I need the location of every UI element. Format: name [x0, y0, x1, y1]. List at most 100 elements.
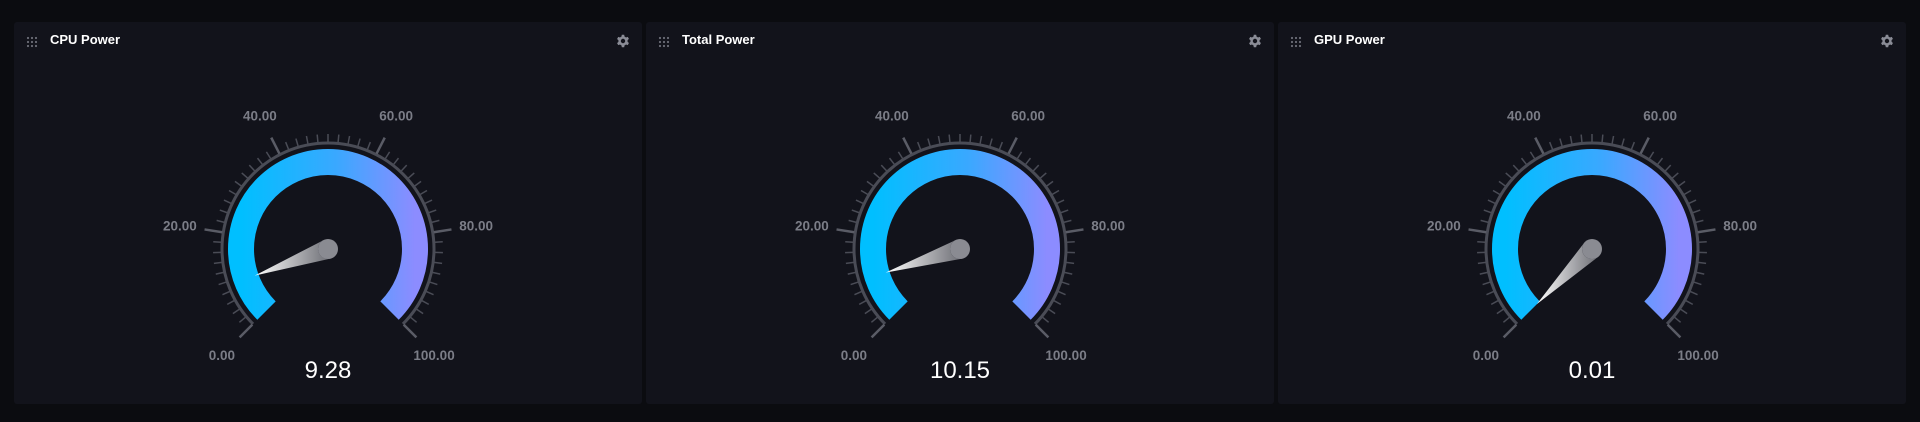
- gauge-minor-tick: [855, 199, 864, 205]
- gauge-minor-tick: [1512, 164, 1520, 172]
- gauge-tick-label: 60.00: [1011, 108, 1045, 123]
- gauge-minor-tick: [295, 138, 299, 147]
- gauge-minor-tick: [384, 151, 391, 160]
- gauge-minor-tick: [1496, 308, 1504, 315]
- gauge-minor-tick: [1492, 189, 1501, 196]
- gauge-value: 9.28: [304, 357, 352, 384]
- gauge-minor-tick: [1698, 241, 1707, 244]
- gear-icon[interactable]: [1247, 33, 1263, 49]
- gauge-minor-tick: [1066, 261, 1075, 265]
- gauge-minor-tick: [228, 189, 237, 196]
- gauge-minor-tick: [219, 209, 228, 214]
- gauge-minor-tick: [848, 219, 857, 224]
- gauge-band: [860, 149, 1060, 320]
- panel-header: CPU Power: [14, 22, 642, 58]
- gauge-minor-tick: [1056, 199, 1065, 205]
- gauge-minor-tick: [357, 138, 361, 147]
- gauge-minor-tick: [989, 138, 993, 147]
- drag-handle-icon[interactable]: [658, 36, 670, 48]
- gauge-minor-tick: [1016, 151, 1023, 160]
- gauge-major-tick: [1534, 137, 1545, 155]
- gauge-minor-tick: [419, 189, 428, 196]
- gear-icon[interactable]: [615, 33, 631, 49]
- gauge-minor-tick: [1066, 241, 1075, 244]
- gauge-ring: [1484, 141, 1700, 326]
- gauge-minor-tick: [337, 134, 340, 143]
- gauge-needle: [254, 239, 332, 276]
- gauge-major-tick: [1468, 228, 1487, 234]
- gauge-minor-tick: [238, 316, 247, 323]
- gauge-major-tick: [270, 137, 281, 155]
- gauge-minor-tick: [1046, 180, 1054, 187]
- gauge-minor-tick: [1024, 157, 1032, 165]
- gauge-major-tick: [1639, 137, 1650, 155]
- gauge-minor-tick: [897, 151, 904, 160]
- gauge-minor-tick: [232, 308, 240, 315]
- gauge-minor-tick: [845, 241, 854, 244]
- gauge-minor-tick: [845, 261, 854, 265]
- gauge-minor-tick: [1064, 271, 1073, 275]
- gauge-minor-tick: [1611, 135, 1615, 145]
- gauge-ring: [852, 141, 1068, 326]
- gauge-major-tick: [836, 228, 855, 234]
- gauge-major-tick: [204, 228, 223, 234]
- gauge-minor-tick: [409, 316, 418, 323]
- gauge-minor-tick: [414, 180, 422, 187]
- gauge-minor-tick: [223, 199, 232, 205]
- panel-header: Total Power: [646, 22, 1274, 58]
- gauge-minor-tick: [421, 299, 430, 306]
- gauge-minor-tick: [1502, 316, 1511, 323]
- gauge-tick-label: 60.00: [379, 108, 413, 123]
- gauge-minor-tick: [216, 219, 225, 224]
- gauge-band: [1492, 149, 1692, 320]
- gauge-major-tick: [1502, 323, 1518, 339]
- gauge-minor-tick: [1601, 134, 1604, 143]
- gauge-needle: [885, 239, 964, 273]
- gauge-minor-tick: [407, 172, 415, 179]
- gauge-minor-tick: [1048, 308, 1056, 315]
- gauge-minor-tick: [866, 180, 874, 187]
- gauge-minor-tick: [248, 164, 256, 172]
- gauge-minor-tick: [864, 308, 872, 315]
- gauge-minor-tick: [425, 290, 434, 296]
- gauge-minor-tick: [316, 134, 319, 143]
- gauge-value: 0.01: [1568, 357, 1616, 384]
- drag-handle-icon[interactable]: [26, 36, 38, 48]
- gauge-value: 10.15: [929, 357, 991, 384]
- gauge-minor-tick: [265, 151, 272, 160]
- gauge-major-tick: [1666, 323, 1682, 339]
- gauge-major-tick: [1065, 228, 1084, 234]
- gauge-minor-tick: [1061, 281, 1070, 286]
- panel-title: CPU Power: [50, 32, 121, 47]
- gauge-major-tick: [433, 228, 452, 234]
- gauge-minor-tick: [424, 199, 433, 205]
- gauge-minor-tick: [927, 138, 931, 147]
- gauge-minor-tick: [1692, 209, 1701, 214]
- gauge-minor-tick: [854, 290, 863, 296]
- gauge-tick-label: 20.00: [795, 219, 829, 234]
- gauge-minor-tick: [1480, 219, 1489, 224]
- gauge-tick-label: 80.00: [459, 219, 493, 234]
- panel-cpu-power: CPU Power 0.00 20.00 40.00 60.00 80.00 100.00…: [14, 22, 642, 404]
- gauge: 0.00 20.00 40.00 60.00 80.00 100.00: [1427, 108, 1757, 363]
- gear-icon[interactable]: [1879, 33, 1895, 49]
- gauge-minor-tick: [948, 134, 951, 143]
- gauge-minor-tick: [1580, 134, 1583, 143]
- gauge-minor-tick: [1057, 290, 1066, 296]
- gauge-ring: [220, 141, 436, 326]
- gauge-minor-tick: [888, 157, 896, 165]
- gauge-minor-tick: [1695, 219, 1704, 224]
- gauge-minor-tick: [850, 281, 859, 286]
- gauge-tick-label: 0.00: [841, 348, 867, 363]
- gauge-minor-tick: [1486, 290, 1495, 296]
- gauge-minor-tick: [284, 141, 290, 150]
- gauge-minor-tick: [222, 290, 231, 296]
- gauge-minor-tick: [434, 261, 443, 265]
- gauge-tick-label: 60.00: [1643, 108, 1677, 123]
- drag-handle-icon[interactable]: [1290, 36, 1302, 48]
- gauge-minor-tick: [1063, 219, 1072, 224]
- gauge-minor-tick: [431, 219, 440, 224]
- gauge-minor-tick: [1041, 316, 1050, 323]
- panel-gpu-power: GPU Power 0.00 20.00 40.00 60.00 80.00 100.00…: [1278, 22, 1906, 404]
- gauge-minor-tick: [213, 261, 222, 265]
